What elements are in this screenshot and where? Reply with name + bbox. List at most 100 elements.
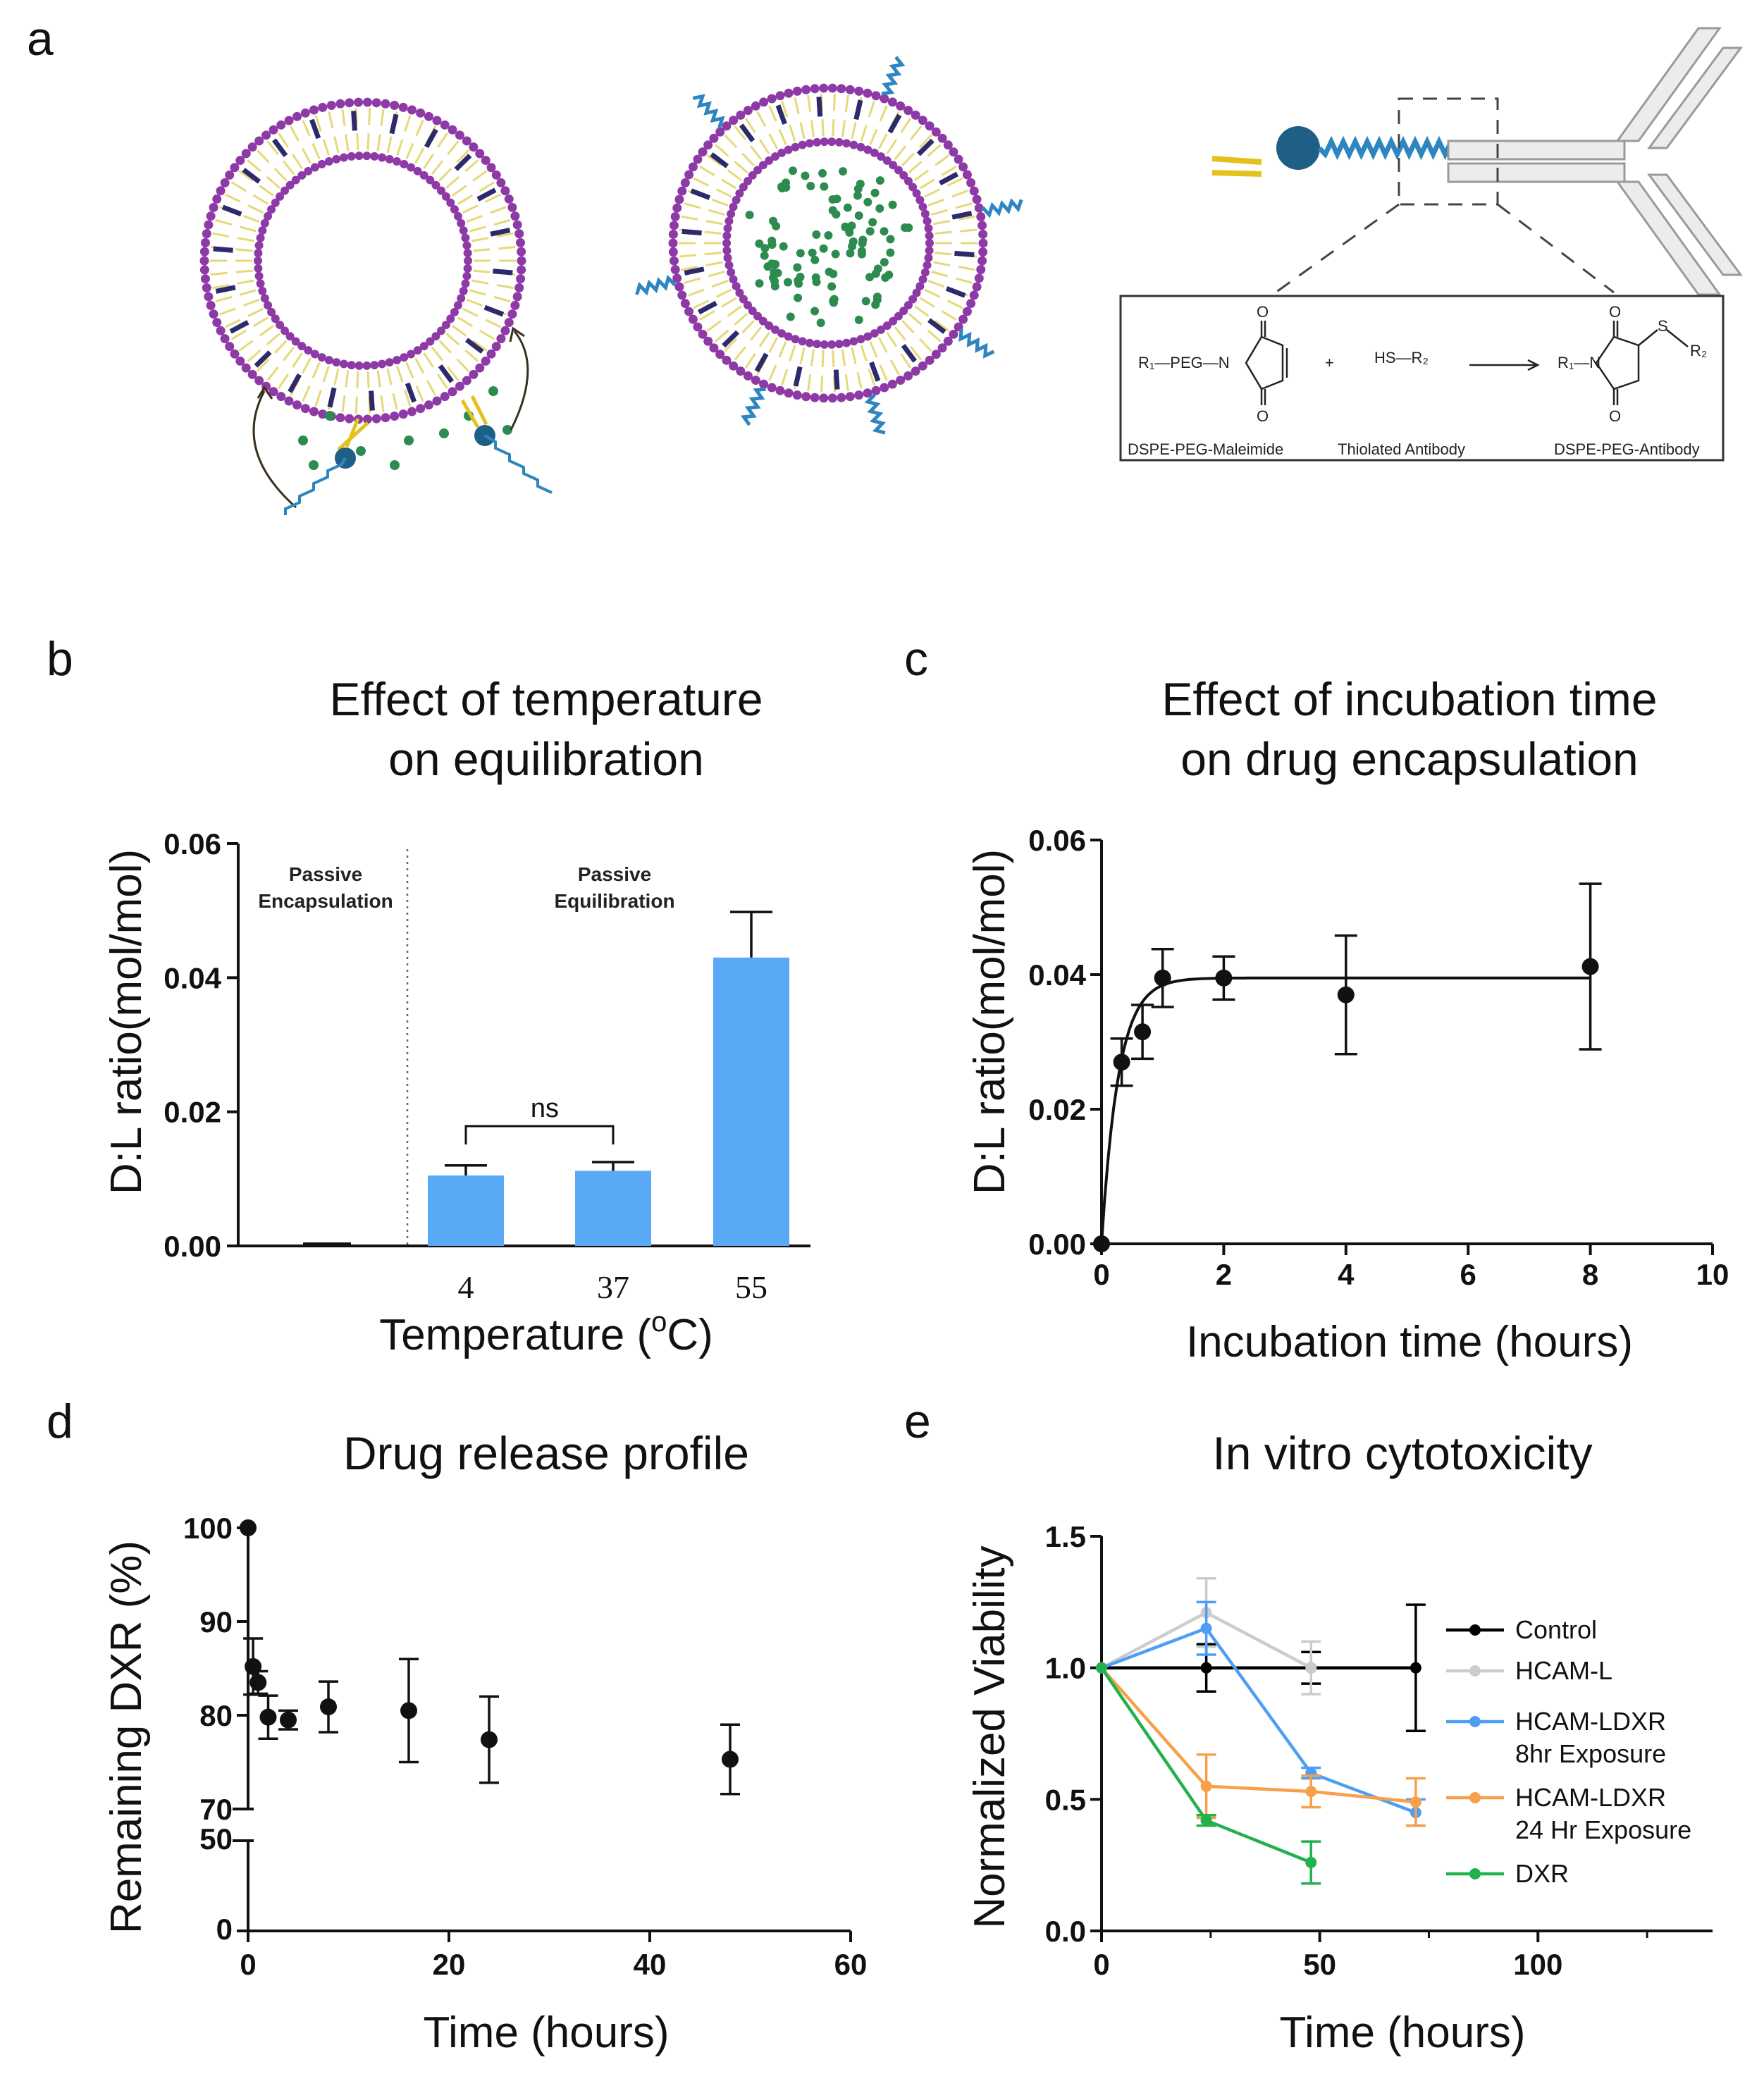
lipid-head-outer	[517, 256, 526, 266]
legend-marker-0	[1469, 1624, 1481, 1636]
lipid-tail-inner	[933, 220, 951, 226]
lipid-head-outer	[674, 282, 684, 292]
lipid-head-outer	[698, 329, 708, 339]
lipid-head-outer	[462, 136, 471, 146]
lipid-head-outer	[432, 116, 442, 125]
lipid-tail-inner	[919, 297, 935, 308]
lipid-head-inner	[450, 307, 459, 316]
chart-c-ylabel: D:L ratio(mol/mol)	[966, 849, 1014, 1194]
lipid-tail-outer	[314, 115, 322, 132]
lipid-tail-inner	[789, 345, 796, 362]
lipid-tail-inner	[821, 119, 825, 137]
lipid-tail-inner	[721, 297, 737, 308]
cholesterol	[454, 154, 472, 171]
lipid-head-inner	[727, 268, 736, 277]
chart-e-ytick-label: 1.5	[1045, 1520, 1086, 1553]
lipid-tail-outer	[868, 369, 875, 386]
lipid-head-outer	[736, 366, 746, 376]
lipid-tail-inner	[901, 152, 915, 167]
lipid-head-outer	[209, 202, 218, 212]
lipid-head-outer	[200, 274, 210, 284]
lipid-tail-outer	[472, 340, 488, 352]
lipid-tail-inner	[235, 269, 253, 273]
lipid-tail-inner	[273, 340, 288, 354]
lipid-head-outer	[977, 221, 987, 230]
lipid-tail-inner	[715, 188, 732, 198]
lipid-tail-outer	[266, 140, 279, 156]
lipid-head-outer	[767, 383, 777, 393]
drug-molecule	[770, 268, 779, 277]
product-r2: R₂	[1690, 342, 1707, 359]
cholesterol	[465, 338, 484, 354]
lipid-head-outer	[254, 376, 264, 385]
drug-molecule-free	[439, 428, 449, 438]
oxygen-label-product-bottom: O	[1609, 407, 1621, 425]
lipid-head-inner	[903, 301, 913, 310]
lipid-tail-outer	[230, 329, 247, 340]
lipid-tail-inner	[810, 349, 815, 366]
free-peg-lipids	[284, 395, 553, 515]
lipid-tail-inner	[711, 198, 729, 206]
lipid-head-outer	[931, 350, 941, 359]
lipid-tail-outer	[247, 159, 261, 173]
chart-b-ytick-label: 0.06	[164, 827, 221, 860]
lipid-head-inner	[304, 166, 313, 175]
lipid-tail-outer	[238, 340, 254, 352]
lipid-head-inner	[426, 337, 435, 346]
lipid-head-outer	[680, 299, 690, 309]
lipid-head-outer	[827, 393, 837, 403]
drug-molecule	[760, 244, 770, 253]
lipid-tail-inner	[734, 312, 748, 326]
lipid-head-inner	[453, 301, 462, 310]
lipid-head-inner	[254, 271, 264, 280]
lipid-head-inner	[463, 249, 472, 258]
lipid-tail-inner	[919, 178, 935, 190]
lipid-tail-inner	[452, 325, 467, 337]
lipid-tail-outer	[715, 329, 729, 342]
lipid-tail-inner	[282, 160, 295, 175]
lipid-tail-outer	[706, 320, 722, 332]
lipid-tail-inner	[376, 370, 381, 388]
panel-label-e: e	[904, 1395, 931, 1448]
lipid-tail-outer	[768, 105, 777, 122]
peg-chain-surface	[740, 387, 767, 426]
lipid-tail-outer	[679, 254, 696, 258]
drug-molecule	[745, 210, 754, 219]
lipid-tail-outer	[935, 154, 950, 166]
chart-b-bar-2	[575, 1171, 651, 1246]
lipid-tail-outer	[781, 100, 789, 118]
lipid-tail-inner	[894, 145, 906, 161]
drug-molecule	[806, 182, 815, 191]
lipid-head-inner	[419, 342, 428, 351]
lipid-head-outer	[292, 400, 302, 410]
lipid-tail-inner	[366, 371, 370, 388]
lipid-head-inner	[260, 218, 269, 228]
lipid-head-outer	[672, 203, 682, 213]
lipid-tail-outer	[693, 177, 710, 187]
lipid-head-inner	[882, 321, 892, 331]
lipid-tail-inner	[414, 147, 425, 164]
lipid-tail-outer	[212, 232, 230, 238]
peg-chain-surface	[981, 198, 1023, 218]
loading-arrow-left	[252, 390, 297, 509]
lipid-head-outer	[300, 404, 310, 414]
legend-marker-3	[1469, 1792, 1481, 1803]
lipid-head-outer	[475, 363, 485, 373]
lipid-head-inner	[915, 195, 925, 204]
lipid-head-inner	[882, 156, 892, 165]
cholesterol	[754, 352, 769, 373]
lipid-head-inner	[729, 202, 738, 211]
drug-molecule	[819, 244, 828, 253]
lipid-head-outer	[918, 116, 927, 125]
cholesterol	[476, 187, 497, 202]
lipid-head-outer	[698, 147, 708, 157]
lipid-head-inner	[727, 209, 736, 218]
lipid-head-outer	[962, 307, 972, 316]
cholesterol	[490, 228, 511, 237]
lipid-tail-outer	[681, 215, 698, 221]
chart-e-point	[1305, 1662, 1317, 1674]
lipid-head-inner	[722, 239, 731, 247]
drug-molecule	[839, 167, 848, 176]
lipid-head-inner	[724, 261, 734, 270]
lipid-head-outer	[703, 336, 713, 346]
